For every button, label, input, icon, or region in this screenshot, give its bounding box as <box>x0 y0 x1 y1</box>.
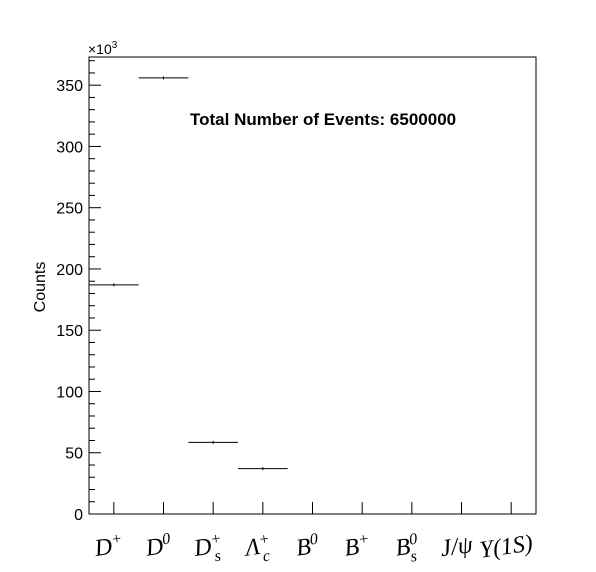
category-sub: s <box>213 547 222 565</box>
x-axis-ticks <box>113 502 512 514</box>
y-multiplier-exponent: 3 <box>112 40 118 51</box>
y-tick-label: 0 <box>74 507 83 524</box>
category-base: D <box>191 534 213 562</box>
category-sup: + <box>357 530 370 548</box>
category-sub: c <box>262 548 271 566</box>
x-category-label: D+s <box>191 530 225 568</box>
histogram-bin <box>188 440 238 444</box>
histogram-bin <box>238 467 288 471</box>
x-category-label: D+ <box>92 530 125 562</box>
category-sup: + <box>110 530 123 548</box>
category-sup: + <box>258 530 271 548</box>
events-annotation: Total Number of Events: 6500000 <box>190 110 456 129</box>
x-category-label: B+ <box>342 530 371 561</box>
y-tick-label: 350 <box>56 78 83 95</box>
x-category-label: J/ψ <box>439 532 476 562</box>
y-tick-label: 200 <box>56 262 83 279</box>
y-multiplier: ×103 <box>88 40 118 57</box>
y-tick-label: 100 <box>56 384 83 401</box>
category-base: B <box>394 534 412 562</box>
category-base: B <box>294 534 312 562</box>
y-axis-ticks: 0 50 100 150 200 250 300 350 <box>56 60 101 524</box>
y-axis-label: Counts <box>32 262 49 313</box>
category-base: Λ <box>242 534 262 562</box>
category-base: D <box>92 534 114 562</box>
x-axis-category-labels: D+ D0 D+s Λ+c B0 B+ B0s J/ψ Υ(1S) <box>92 530 534 568</box>
x-category-label: Υ(1S) <box>478 530 534 563</box>
histogram-bin <box>89 283 139 287</box>
x-category-label: Λ+c <box>241 530 273 567</box>
y-tick-label: 250 <box>56 201 83 218</box>
y-tick-label: 50 <box>65 446 83 463</box>
category-sup: 0 <box>161 530 171 548</box>
x-category-label: B0s <box>394 531 421 568</box>
y-tick-label: 300 <box>56 139 83 156</box>
category-base: J/ψ <box>439 532 476 562</box>
y-tick-label: 150 <box>56 323 83 340</box>
x-category-label: B0 <box>294 531 320 562</box>
category-sup: 0 <box>408 531 418 549</box>
category-sup: 0 <box>309 531 319 549</box>
category-base: Υ(1S) <box>478 530 534 563</box>
x-category-label: D0 <box>143 530 173 561</box>
category-sup: + <box>209 530 222 548</box>
category-base: B <box>343 534 361 562</box>
category-base: D <box>143 534 165 562</box>
histogram-bins <box>89 76 288 471</box>
histogram-bin <box>138 76 189 80</box>
category-sub: s <box>409 548 418 566</box>
